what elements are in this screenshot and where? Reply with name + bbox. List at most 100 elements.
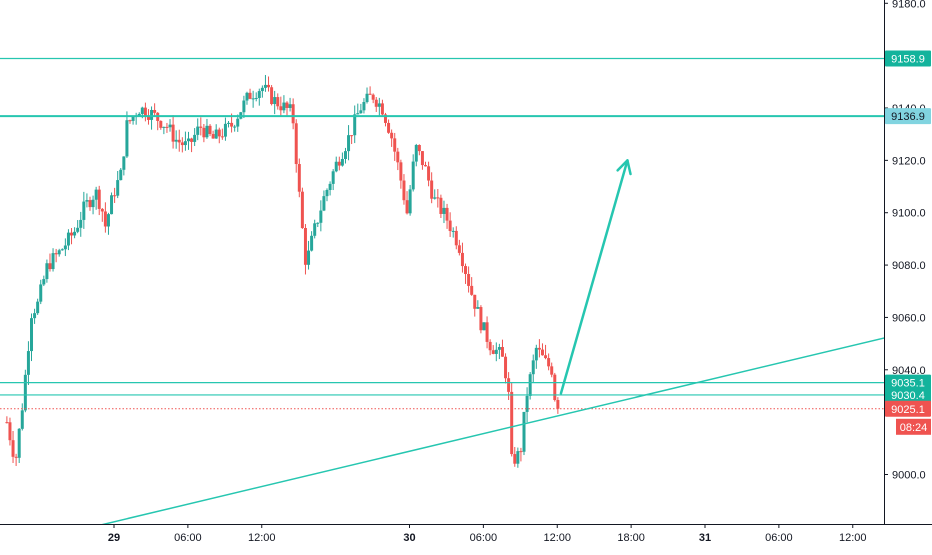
candle-body [556, 400, 560, 409]
candle-body [180, 142, 184, 146]
candle-body [525, 395, 529, 412]
candle-body [497, 347, 501, 350]
x-tick-label: 12:00 [543, 532, 571, 544]
candle-body [534, 347, 538, 361]
candle [143, 102, 147, 122]
candle-body [368, 93, 372, 95]
candle-body [128, 120, 132, 122]
level-price-tag: 9158.9 [885, 50, 931, 67]
candle [54, 248, 58, 263]
candle [297, 158, 301, 198]
candle-body [183, 141, 187, 146]
candle [36, 298, 40, 315]
last-price-tag: 9025.1 [885, 400, 931, 417]
candle [347, 125, 351, 161]
candle [60, 248, 64, 251]
candle-body [223, 123, 227, 137]
candle-body [300, 191, 304, 228]
candle-body [387, 122, 391, 133]
candle-body [279, 106, 283, 111]
candle [522, 411, 526, 456]
trendline[interactable] [70, 332, 905, 533]
candle-body [485, 322, 489, 342]
candle [162, 126, 166, 135]
time-axis[interactable] [0, 524, 932, 550]
candle [411, 154, 415, 192]
candle [390, 129, 394, 147]
level-price-tag-text: 9158.9 [891, 54, 925, 66]
candle-body [125, 120, 129, 157]
candle-body [448, 220, 452, 231]
candle-body [343, 151, 347, 159]
candle-body [316, 222, 320, 224]
x-tick-label: 06:00 [174, 532, 202, 544]
candle [91, 195, 95, 215]
horizontal-levels[interactable] [0, 57, 884, 410]
projection-arrow-shaft[interactable] [559, 159, 629, 395]
candle [165, 122, 169, 133]
candle [436, 189, 440, 208]
candle-body [39, 284, 43, 302]
candle [263, 74, 267, 92]
level-price-tag-text: 9136.9 [891, 111, 925, 123]
level-price-tag-text: 9030.4 [891, 390, 925, 402]
candle-body [414, 144, 418, 162]
projection-arrow-head[interactable] [616, 159, 632, 176]
candle [8, 417, 12, 446]
candle-body [150, 109, 154, 120]
candle-body [177, 139, 181, 143]
candle-body [60, 249, 64, 251]
candle-body [220, 136, 224, 138]
candle-body [113, 195, 117, 197]
candle [371, 93, 375, 104]
candle-body [162, 126, 166, 128]
last-price-tag-text: 9025.1 [891, 404, 925, 416]
candle-body [396, 151, 400, 163]
candle-body [377, 103, 381, 107]
candle [211, 130, 215, 139]
candle-body [190, 138, 194, 142]
candle-body [48, 263, 52, 270]
candle [51, 248, 55, 272]
candle [260, 85, 264, 98]
candle [402, 174, 406, 205]
candle-body [313, 223, 317, 236]
candle-body [245, 92, 249, 101]
level-price-tag-text: 9035.1 [891, 378, 925, 390]
candle [110, 192, 114, 215]
candle-body [202, 127, 206, 138]
candle-body [106, 214, 110, 227]
candle [380, 99, 384, 116]
candle-body [331, 171, 335, 184]
candle [251, 90, 255, 108]
candle-body [70, 232, 74, 236]
candle-body [26, 351, 30, 375]
level-price-tag-bg [885, 108, 931, 125]
candle [214, 124, 218, 139]
candle [85, 193, 89, 208]
drawing-tools[interactable] [70, 159, 905, 533]
candle [362, 98, 366, 114]
price-axis[interactable] [884, 0, 932, 550]
candle-body [236, 118, 240, 127]
candle-body [137, 113, 141, 116]
candle [433, 189, 437, 200]
candle-body [294, 123, 298, 165]
candle-body [66, 232, 70, 246]
candle-body [528, 374, 532, 396]
candle-body [276, 97, 280, 107]
candle [420, 151, 424, 170]
candle-body [76, 227, 80, 232]
candle-body [470, 285, 474, 295]
x-tick-label: 12:00 [248, 532, 276, 544]
candle-body [291, 104, 295, 124]
candle [273, 90, 277, 115]
candle [220, 128, 224, 140]
candle-body [433, 197, 437, 199]
candle [70, 228, 74, 245]
candle-body [494, 349, 498, 354]
candle-body [383, 114, 387, 123]
candle-body [340, 158, 344, 166]
